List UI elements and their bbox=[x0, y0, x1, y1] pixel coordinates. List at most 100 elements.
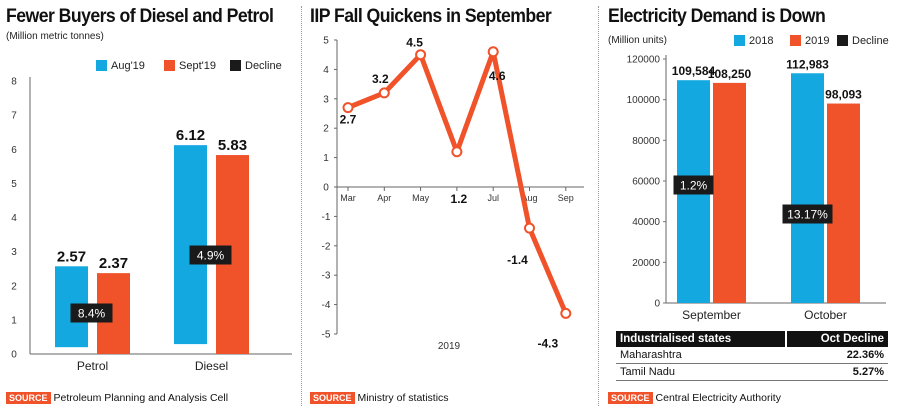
iip-series: 2.7 3.2 4.5 4.6 -1.4 -4.3 bbox=[340, 36, 572, 350]
x-category-label: September bbox=[682, 308, 741, 322]
iip-chart-panel: IIP Fall Quickens in September 5 4 3 2 1 0 -1 -… bbox=[304, 0, 594, 415]
bar-aug-19 bbox=[174, 145, 207, 345]
legend-label: Decline bbox=[852, 35, 889, 47]
y-tick-label: -1 bbox=[322, 212, 331, 223]
fuel-chart-panel: Fewer Buyers of Diesel and Petrol (Milli… bbox=[0, 0, 298, 415]
legend-label: 2018 bbox=[749, 35, 773, 47]
iip-chart-title: IIP Fall Quickens in September bbox=[310, 6, 552, 27]
y-tick-label: 4 bbox=[11, 213, 17, 224]
fuel-bars: 2.57 2.37 Petrol 8.4% 6.12 5.83 Diesel 4.9% bbox=[55, 127, 249, 373]
x-tick-label: May bbox=[412, 193, 430, 203]
y-tick-label: 6 bbox=[11, 145, 17, 156]
fuel-y-axis: 0 1 2 3 4 5 6 7 8 bbox=[11, 77, 292, 361]
point-value-label: -4.3 bbox=[537, 336, 558, 350]
y-tick-label: 80000 bbox=[632, 136, 660, 147]
decline-badge bbox=[189, 245, 232, 265]
y-tick-label: 4 bbox=[323, 65, 329, 76]
y-tick-label: 60000 bbox=[632, 177, 660, 188]
electricity-chart: 2018 2019 Decline 0 20000 40000 60000 80000 100… bbox=[627, 35, 889, 322]
point-value-label: -1.4 bbox=[507, 253, 528, 267]
electricity-chart-title: Electricity Demand is Down bbox=[608, 6, 826, 27]
legend-label: Aug'19 bbox=[111, 60, 145, 72]
x-category-label: Diesel bbox=[195, 359, 228, 373]
bar-value-label: 98,093 bbox=[825, 88, 862, 102]
data-point bbox=[378, 87, 390, 99]
fuel-legend: Aug'19 Sept'19 Decline bbox=[96, 60, 282, 72]
y-tick-label: -5 bbox=[322, 330, 331, 341]
bar-value-label: 2.37 bbox=[99, 255, 128, 272]
electricity-chart-subtitle: (Million units) bbox=[608, 35, 667, 46]
y-tick-label: 2 bbox=[11, 281, 17, 292]
x-category-label: Petrol bbox=[77, 359, 108, 373]
y-tick-label: 40000 bbox=[632, 217, 660, 228]
table-header-row: Industrialised states Oct Decline bbox=[616, 331, 888, 347]
data-point bbox=[560, 307, 572, 319]
decline-badge bbox=[673, 175, 714, 195]
electricity-chart-panel: Electricity Demand is Down (Million unit… bbox=[602, 0, 900, 415]
data-point bbox=[451, 146, 463, 158]
x-axis-title: 2019 bbox=[438, 341, 461, 352]
x-tick-label: Mar bbox=[340, 193, 356, 203]
point-value-label: 4.6 bbox=[489, 69, 506, 83]
iip-source: SOURCE Ministry of statistics bbox=[310, 392, 449, 404]
y-tick-label: -3 bbox=[322, 271, 331, 282]
y-tick-label: 100000 bbox=[627, 95, 661, 106]
x-tick-label: Jul bbox=[487, 193, 499, 203]
data-point bbox=[415, 49, 427, 61]
x-tick-label: Aug bbox=[521, 193, 537, 203]
y-tick-label: 5 bbox=[323, 36, 329, 47]
y-tick-label: 8 bbox=[11, 77, 17, 88]
bar-value-label: 112,983 bbox=[786, 57, 829, 71]
fuel-chart-title: Fewer Buyers of Diesel and Petrol bbox=[6, 6, 274, 27]
table-cell-decline: 5.27% bbox=[785, 363, 888, 381]
x-tick-label: Sep bbox=[558, 193, 574, 203]
legend-swatch bbox=[790, 35, 801, 46]
data-point bbox=[487, 46, 499, 58]
iip-axes: 5 4 3 2 1 0 -1 -2 -3 -4 -5 Mar Apr May 1.2 Jul Aug Sep 201… bbox=[322, 36, 584, 352]
table-header-states: Industrialised states bbox=[616, 331, 786, 347]
y-tick-label: 1 bbox=[11, 315, 17, 326]
bar-2019 bbox=[827, 103, 860, 303]
electricity-source: SOURCE Central Electricity Authority bbox=[608, 392, 781, 404]
y-tick-label: 2 bbox=[323, 124, 329, 135]
point-value-label: 1.2 bbox=[451, 192, 468, 206]
source-tag: SOURCE bbox=[6, 392, 51, 404]
legend-swatch bbox=[164, 60, 175, 71]
y-tick-label: -4 bbox=[322, 300, 331, 311]
source-tag: SOURCE bbox=[608, 392, 653, 404]
y-tick-label: 3 bbox=[11, 247, 17, 258]
legend-swatch bbox=[96, 60, 107, 71]
legend-swatch bbox=[230, 60, 241, 71]
x-tick-label: Apr bbox=[377, 193, 391, 203]
bar-value-label: 5.83 bbox=[218, 137, 247, 154]
y-tick-label: 0 bbox=[323, 183, 329, 194]
y-tick-label: 0 bbox=[654, 299, 660, 310]
legend-swatch bbox=[837, 35, 848, 46]
point-value-label: 2.7 bbox=[340, 113, 357, 127]
electricity-legend: 2018 2019 Decline bbox=[734, 35, 889, 47]
decline-badge bbox=[782, 204, 833, 224]
table-cell-state: Maharashtra bbox=[616, 347, 786, 364]
legend-label: 2019 bbox=[805, 35, 829, 47]
legend-label: Decline bbox=[245, 60, 282, 72]
data-point bbox=[524, 222, 535, 234]
point-value-label: 4.5 bbox=[406, 36, 423, 50]
decline-badge-label: 1.2% bbox=[680, 179, 708, 193]
y-tick-label: 3 bbox=[323, 94, 329, 105]
y-tick-label: 120000 bbox=[627, 55, 661, 66]
y-tick-label: 1 bbox=[323, 153, 329, 164]
bar-value-label: 6.12 bbox=[176, 127, 205, 144]
table-row: Maharashtra 22.36% bbox=[616, 347, 888, 364]
fuel-chart-subtitle: (Million metric tonnes) bbox=[6, 31, 104, 42]
industrial-states-table: Industrialised states Oct Decline Mahara… bbox=[616, 331, 888, 381]
legend-swatch bbox=[734, 35, 745, 46]
legend-label: Sept'19 bbox=[179, 60, 216, 72]
x-category-label: October bbox=[804, 308, 847, 322]
bar-value-label: 108,250 bbox=[708, 67, 752, 81]
y-tick-label: 7 bbox=[11, 111, 17, 122]
table-cell-state: Tamil Nadu bbox=[616, 363, 786, 381]
decline-badge-label: 4.9% bbox=[197, 249, 225, 263]
fuel-source-text: Petroleum Planning and Analysis Cell bbox=[53, 392, 229, 404]
fuel-source: SOURCE Petroleum Planning and Analysis Ce… bbox=[6, 392, 228, 404]
